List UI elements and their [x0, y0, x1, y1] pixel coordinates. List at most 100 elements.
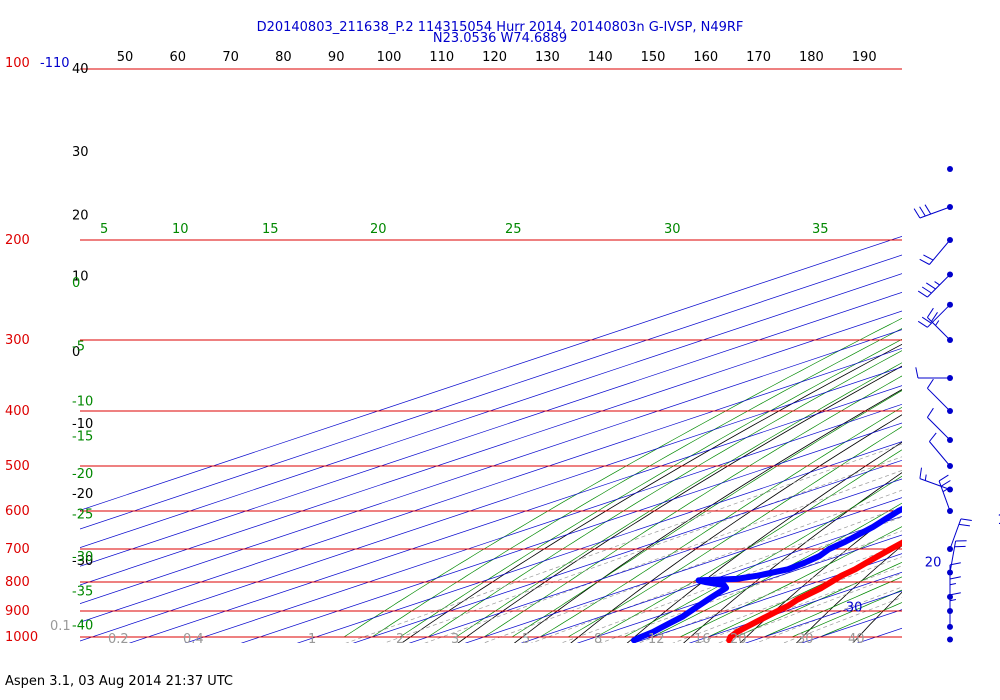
isotherm-line [80, 291, 902, 567]
top-axis-tick-label: 90 [328, 50, 345, 65]
dry-adiabat-line [683, 472, 902, 643]
wind-barb [947, 636, 953, 643]
moist-adiabat-line [567, 426, 902, 638]
top-axis-tick-label: 180 [799, 50, 824, 65]
isotherm-label: 10 [997, 513, 1000, 528]
wind-barb [919, 237, 953, 265]
chart-title: D20140803_211638_P.2 114315054 Hurr 2014… [257, 20, 744, 35]
left-temperature-label: 20 [72, 208, 89, 223]
mixing-ratio-line [383, 456, 902, 643]
left-temperature-label: -30 [72, 554, 93, 569]
dry-adiabat-line [457, 365, 902, 643]
moist-adiabat-line [399, 338, 902, 638]
chart-subtitle: N23.0536 W74.6889 [433, 31, 567, 46]
grid-layer [80, 69, 1000, 649]
pressure-tick-label: 100 [5, 56, 30, 71]
moist-adiabat-label: -20 [72, 467, 93, 482]
isotherm-line [296, 441, 902, 643]
wind-barb [926, 407, 953, 443]
wind-barb [938, 474, 953, 514]
isotherm-line [408, 478, 902, 643]
moist-adiabat-label: -30 [72, 550, 93, 565]
mixing-ratio-label: 2 [396, 632, 404, 647]
top-axis-tick-label: 100 [377, 50, 402, 65]
isotherm-line [80, 273, 902, 549]
dry-adiabat-line [852, 591, 902, 643]
wind-barb [929, 432, 953, 469]
left-temperature-label: 10 [72, 270, 89, 285]
top-axis-tick-label: 110 [429, 50, 454, 65]
top-axis-tick-label: 190 [852, 50, 877, 65]
moist-adiabat-line [427, 350, 902, 638]
dry-adiabat-line [626, 441, 902, 643]
mixing-ratio-label: 0.4 [183, 632, 204, 647]
moist-adiabat-label: -35 [72, 584, 93, 599]
mixing-ratio-label: 3 [451, 632, 459, 647]
moist-adiabat-line [595, 449, 902, 638]
moist-adiabat-line [371, 328, 902, 638]
isotherm-line [80, 310, 902, 586]
moist-adiabat-label: 35 [812, 222, 829, 237]
pressure-tick-label: 900 [5, 604, 30, 619]
moist-adiabat-label: 0 [72, 276, 80, 291]
left-temperature-label: -10 [72, 417, 93, 432]
pressure-tick-label: 1000 [5, 630, 38, 645]
moist-adiabat-label: 10 [172, 222, 189, 237]
mixing-ratio-line [530, 506, 902, 643]
moist-adiabat-label: 15 [262, 222, 279, 237]
moist-adiabat-label: -25 [72, 507, 93, 522]
pressure-tick-label: 500 [5, 459, 30, 474]
mixing-ratio-label: 12 [648, 632, 665, 647]
moist-adiabat-label: -10 [72, 395, 93, 410]
isotherm-line [576, 534, 902, 643]
moist-adiabat-line [791, 589, 902, 638]
wind-barb [913, 204, 953, 219]
moist-adiabat-label: -5 [72, 340, 85, 355]
left-temperature-label: -20 [72, 487, 93, 502]
pressure-tick-label: 800 [5, 575, 30, 590]
moist-adiabat-line [679, 526, 902, 638]
mixing-ratio-line [599, 530, 902, 643]
mixing-ratio-label: 0.2 [108, 632, 129, 647]
temperature-profile-line [726, 539, 902, 643]
moist-adiabat-line [651, 502, 902, 638]
mixing-ratio-line [482, 489, 902, 643]
isotherm-label: 20 [925, 556, 942, 571]
moist-adiabat-line [455, 362, 902, 638]
isotherm-line [184, 403, 902, 643]
dry-adiabat-line [961, 69, 1000, 649]
moist-adiabat-label: 20 [370, 222, 387, 237]
moist-adiabat-line [819, 602, 902, 638]
mixing-ratio-label: 20 [730, 632, 747, 647]
isotherm-line [128, 385, 902, 643]
dry-adiabat-line [795, 545, 902, 643]
mixing-ratio-line [345, 443, 902, 643]
top-axis-tick-label: 130 [535, 50, 560, 65]
mixing-ratio-line [560, 516, 902, 643]
mixing-ratio-label: 40 [848, 632, 865, 647]
wind-barb [917, 271, 953, 298]
left-temperature-label: 40 [72, 62, 89, 77]
left-temperature-label: 0 [72, 345, 80, 360]
mixing-ratio-label: 16 [694, 632, 711, 647]
mixing-ratio-label: 8 [594, 632, 602, 647]
pressure-tick-label: 600 [5, 504, 30, 519]
isotherm-line [520, 515, 902, 643]
pressure-tick-label: 400 [5, 404, 30, 419]
isotherm-line [800, 609, 902, 643]
moist-adiabat-line [623, 475, 902, 638]
wind-barb [947, 518, 972, 552]
moist-adiabat-line [483, 375, 902, 638]
top-axis-tick-label: 150 [641, 50, 666, 65]
dry-adiabat-line [513, 389, 902, 643]
mixing-ratio-line [637, 543, 902, 643]
moist-adiabat-line [763, 576, 902, 638]
wind-barb-layer [913, 166, 972, 643]
wind-barb [919, 467, 953, 493]
top-axis-tick-label: 170 [746, 50, 771, 65]
mixing-ratio-line [424, 470, 902, 643]
moist-adiabat-line [511, 390, 902, 638]
isotherm-line [80, 329, 902, 605]
